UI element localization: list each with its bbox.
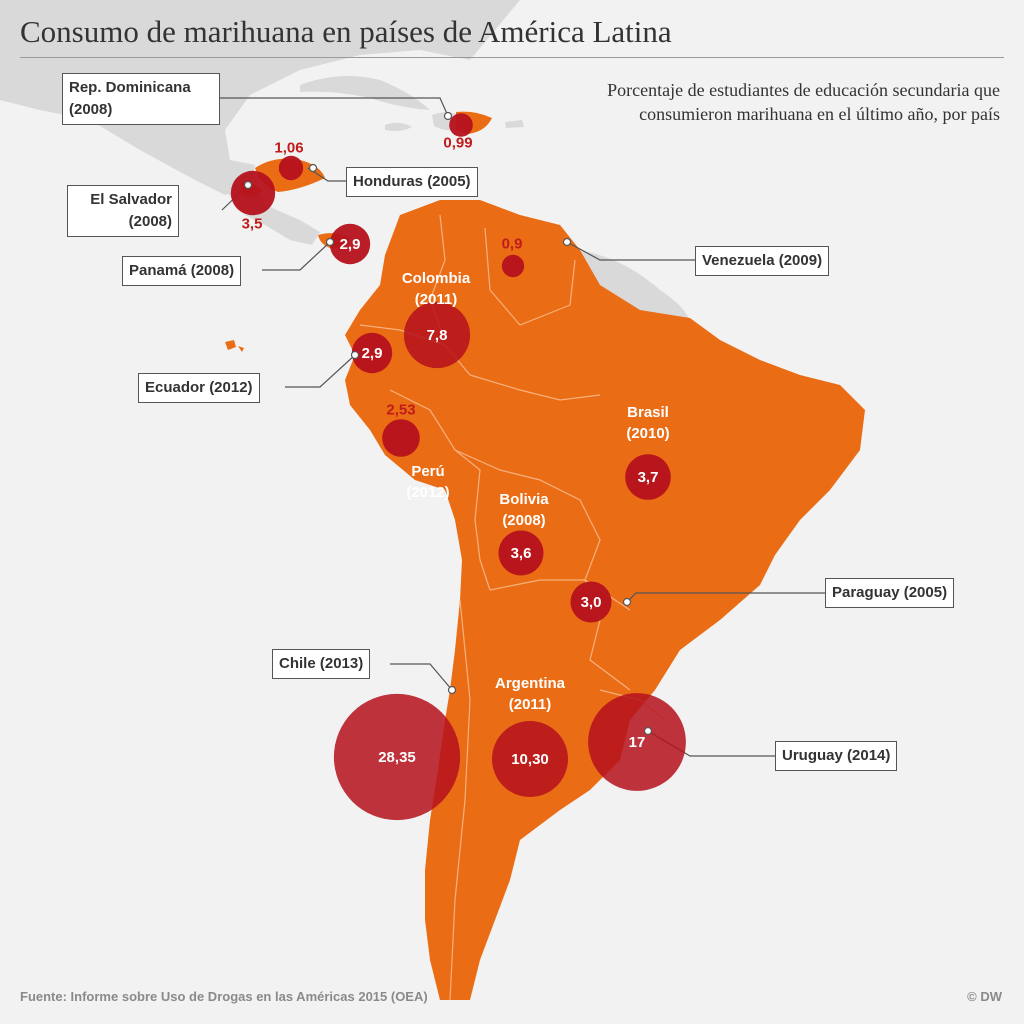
page-title: Consumo de marihuana en países de Améric…	[20, 14, 672, 49]
label-year: (2012)	[406, 484, 450, 501]
bubble-value-ecuador: 2,9	[362, 345, 383, 362]
leader-dots	[243, 111, 653, 736]
land-cuba	[300, 76, 430, 110]
label-year: (2005)	[903, 584, 948, 601]
bubble-rep-dominicana	[449, 113, 473, 137]
bubble-value-panama: 2,9	[340, 236, 361, 253]
label-name: Paraguay	[832, 584, 900, 601]
label-name: Chile	[279, 655, 316, 672]
title-divider	[20, 57, 1004, 58]
land-puerto-rico	[505, 120, 524, 128]
label-name: Rep. Dominicana	[69, 79, 191, 96]
label-year: (2011)	[508, 696, 552, 713]
bubble-value-bolivia: 3,6	[511, 545, 532, 562]
label-chile: Chile (2013)	[272, 649, 371, 679]
label-venezuela: Venezuela (2009)	[695, 246, 830, 276]
label-argentina: Argentina (2011)	[495, 673, 565, 715]
bubble-value-colombia: 7,8	[427, 327, 448, 344]
label-ecuador: Ecuador (2012)	[138, 373, 260, 403]
bubble-value-paraguay: 3,0	[581, 594, 602, 611]
bubble-honduras	[278, 155, 304, 181]
label-brasil: Brasil (2010)	[626, 402, 669, 444]
leader-lines	[220, 97, 825, 757]
label-name: El Salvador	[90, 191, 172, 208]
land-north-america	[0, 0, 520, 195]
bubble-ecuador	[351, 332, 393, 374]
label-panama: Panamá (2008)	[122, 256, 242, 286]
bubble-chile	[333, 693, 461, 821]
label-year: (2013)	[319, 655, 364, 672]
label-colombia: Colombia (2011)	[402, 268, 470, 310]
label-honduras: Honduras (2005)	[346, 167, 478, 197]
label-el-salvador: El Salvador (2008)	[67, 185, 179, 237]
label-year: (2014)	[847, 747, 891, 764]
bubble-argentina	[492, 721, 568, 797]
land-guianas	[575, 250, 690, 325]
bubble-value-uruguay: 17	[629, 734, 646, 751]
value-honduras: 1,06	[274, 139, 304, 157]
label-name: Uruguay	[782, 747, 843, 764]
label-year: (2010)	[626, 425, 670, 442]
source-note: Fuente: Informe sobre Uso de Drogas en l…	[20, 989, 428, 1004]
label-year: (2008)	[502, 512, 546, 529]
label-name: Bolivia	[499, 491, 549, 508]
bubble-peru	[382, 419, 420, 457]
label-year: (2008)	[128, 213, 172, 230]
page-subtitle: Porcentaje de estudiantes de educación s…	[607, 80, 1000, 124]
bubble-el-salvador	[230, 170, 276, 216]
label-year: (2008)	[190, 262, 235, 279]
bubble-colombia	[403, 301, 471, 369]
label-rep-dominicana: Rep. Dominicana (2008)	[62, 73, 220, 125]
bubble-value-brasil: 3,7	[638, 469, 659, 486]
bubble-brasil	[625, 454, 671, 500]
label-name: Panamá	[129, 262, 187, 279]
credit: © DW	[967, 989, 1002, 1004]
value-venezuela: 0,9	[501, 235, 523, 253]
label-year: (2009)	[778, 252, 823, 269]
label-peru: Perú (2012)	[406, 461, 449, 503]
label-name: Colombia	[401, 270, 471, 287]
bubble-paraguay	[570, 581, 612, 623]
bubble-value-argentina: 10,30	[511, 751, 549, 768]
label-paraguay: Paraguay (2005)	[825, 578, 955, 608]
label-bolivia: Bolivia (2008)	[499, 489, 548, 531]
label-year: (2008)	[69, 101, 113, 118]
label-name: Brasil	[627, 404, 669, 421]
label-name: Argentina	[494, 675, 566, 692]
bubble-uruguay	[588, 693, 686, 791]
land-jamaica	[385, 122, 412, 131]
bubble-panama	[329, 223, 371, 265]
land-galapagos	[225, 340, 244, 352]
bubble-value-chile: 28,35	[378, 749, 416, 766]
bubbles-layer: 2,9 7,8 2,9 3,7 3,6 3,0 28,35 10,30 17	[230, 113, 686, 821]
value-el-salvador: 3,5	[241, 215, 263, 233]
label-name: Ecuador	[145, 379, 206, 396]
bubble-venezuela	[501, 254, 525, 278]
label-year: (2011)	[414, 291, 458, 308]
label-uruguay: Uruguay (2014)	[775, 741, 898, 771]
value-peru: 2,53	[386, 401, 416, 419]
value-rep-dominicana: 0,99	[443, 134, 473, 152]
bubble-bolivia	[498, 530, 544, 576]
label-year: (2005)	[427, 173, 471, 190]
label-name: Venezuela	[702, 252, 775, 269]
label-year: (2012)	[209, 379, 253, 396]
label-name: Honduras	[353, 173, 424, 190]
label-name: Perú	[411, 463, 445, 480]
